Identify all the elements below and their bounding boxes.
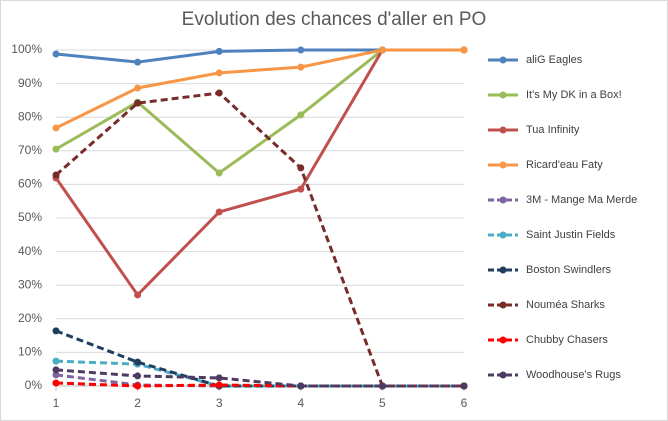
legend-label: Tua Infinity bbox=[526, 124, 580, 136]
point bbox=[52, 371, 60, 379]
point bbox=[378, 382, 386, 390]
legend-label: Ricard'eau Faty bbox=[526, 159, 603, 171]
series-line bbox=[55, 359, 464, 388]
point bbox=[215, 69, 223, 77]
point bbox=[297, 382, 305, 390]
point bbox=[134, 99, 142, 107]
x-tick-label: 3 bbox=[216, 396, 223, 410]
y-tick-label: 70% bbox=[18, 143, 42, 157]
series-line bbox=[55, 368, 464, 388]
point bbox=[215, 374, 223, 382]
legend-marker bbox=[499, 91, 507, 99]
point bbox=[134, 291, 142, 299]
chart-title: Evolution des chances d'aller en PO bbox=[182, 9, 487, 30]
point bbox=[297, 164, 305, 172]
point bbox=[52, 379, 60, 387]
y-tick-label: 100% bbox=[11, 42, 42, 56]
y-tick-label: 0% bbox=[25, 378, 43, 392]
y-tick-label: 40% bbox=[18, 244, 42, 258]
point bbox=[134, 358, 142, 366]
y-tick-label: 60% bbox=[18, 177, 42, 191]
legend-marker bbox=[499, 301, 507, 309]
point bbox=[134, 382, 142, 390]
point bbox=[134, 372, 142, 380]
legend-marker bbox=[499, 126, 507, 134]
y-tick-label: 80% bbox=[18, 109, 42, 123]
point bbox=[134, 84, 142, 92]
legend-label: aliG Eagles bbox=[526, 54, 583, 66]
x-tick-label: 6 bbox=[461, 396, 468, 410]
legend-marker bbox=[499, 196, 507, 204]
point bbox=[215, 208, 223, 216]
x-tick-label: 2 bbox=[134, 396, 141, 410]
point bbox=[52, 124, 60, 132]
point bbox=[215, 169, 223, 177]
legend-marker bbox=[499, 56, 507, 64]
point bbox=[460, 382, 468, 390]
point bbox=[378, 46, 386, 54]
point bbox=[52, 357, 60, 365]
point bbox=[297, 63, 305, 71]
legend-label: 3M - Mange Ma Merde bbox=[526, 194, 637, 206]
series-line bbox=[55, 91, 464, 388]
point bbox=[52, 145, 60, 153]
point bbox=[52, 171, 60, 179]
legend-label: Woodhouse's Rugs bbox=[526, 369, 621, 381]
point bbox=[52, 366, 60, 374]
y-tick-label: 30% bbox=[18, 277, 42, 291]
point bbox=[215, 381, 223, 389]
point bbox=[297, 46, 305, 54]
legend-label: It's My DK in a Box! bbox=[526, 89, 622, 101]
y-tick-label: 90% bbox=[18, 76, 42, 90]
point bbox=[297, 111, 305, 119]
point bbox=[297, 185, 305, 193]
x-tick-label: 4 bbox=[297, 396, 304, 410]
legend-label: Nouméa Sharks bbox=[526, 299, 605, 311]
point bbox=[52, 50, 60, 58]
legend-marker bbox=[499, 161, 507, 169]
legend-marker bbox=[499, 266, 507, 274]
x-tick-label: 5 bbox=[379, 396, 386, 410]
point bbox=[215, 89, 223, 97]
y-tick-label: 10% bbox=[18, 345, 42, 359]
legend-label: Chubby Chasers bbox=[526, 334, 608, 346]
point bbox=[460, 46, 468, 54]
legend-marker bbox=[499, 371, 507, 379]
legend-marker bbox=[499, 231, 507, 239]
series-line bbox=[55, 381, 464, 388]
legend-label: Saint Justin Fields bbox=[526, 229, 616, 241]
point bbox=[215, 47, 223, 55]
point bbox=[134, 58, 142, 66]
x-tick-label: 1 bbox=[53, 396, 60, 410]
y-tick-label: 20% bbox=[18, 311, 42, 325]
y-tick-label: 50% bbox=[18, 210, 42, 224]
point bbox=[52, 327, 60, 335]
series-line bbox=[55, 48, 464, 130]
legend-label: Boston Swindlers bbox=[526, 264, 611, 276]
legend-marker bbox=[499, 336, 507, 344]
